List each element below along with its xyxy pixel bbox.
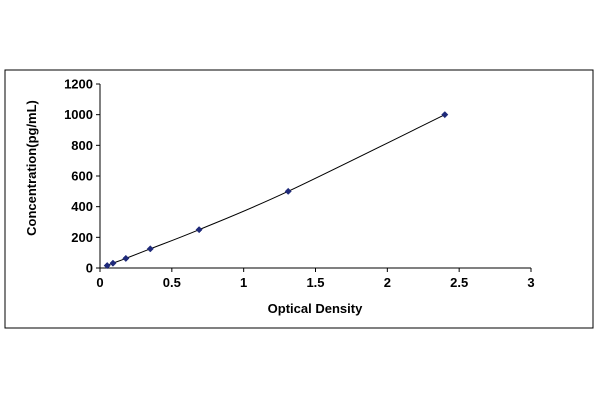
- x-tick-label: 0.5: [163, 275, 181, 290]
- x-tick-label: 2: [384, 275, 391, 290]
- y-tick-label: 1000: [64, 107, 93, 122]
- data-points: [103, 111, 449, 270]
- chart-border: [4, 69, 594, 329]
- x-tick-label: 0: [96, 275, 103, 290]
- y-tick-label: 600: [71, 169, 93, 184]
- y-tick-label: 800: [71, 138, 93, 153]
- x-tick-label: 3: [527, 275, 534, 290]
- data-point-marker: [109, 259, 117, 267]
- x-tick-label: 1.5: [306, 275, 324, 290]
- data-point-marker: [284, 187, 292, 195]
- data-point-marker: [103, 262, 111, 270]
- x-tick-label: 1: [240, 275, 247, 290]
- data-point-marker: [122, 254, 130, 262]
- y-tick-label: 0: [86, 261, 93, 276]
- ticks: 0 200 400 600 800 1000 1200 0 0.5 1 1.5 2 2.5 3: [64, 77, 535, 291]
- y-tick-label: 1200: [64, 77, 93, 92]
- x-axis-title: Optical Density: [268, 301, 363, 316]
- data-point-marker: [146, 245, 154, 253]
- y-axis-title: Concentration(pg/mL): [24, 100, 39, 236]
- x-tick-label: 2.5: [450, 275, 468, 290]
- data-point-marker: [441, 111, 449, 119]
- y-tick-label: 200: [71, 230, 93, 245]
- y-tick-label: 400: [71, 199, 93, 214]
- data-point-marker: [195, 226, 203, 234]
